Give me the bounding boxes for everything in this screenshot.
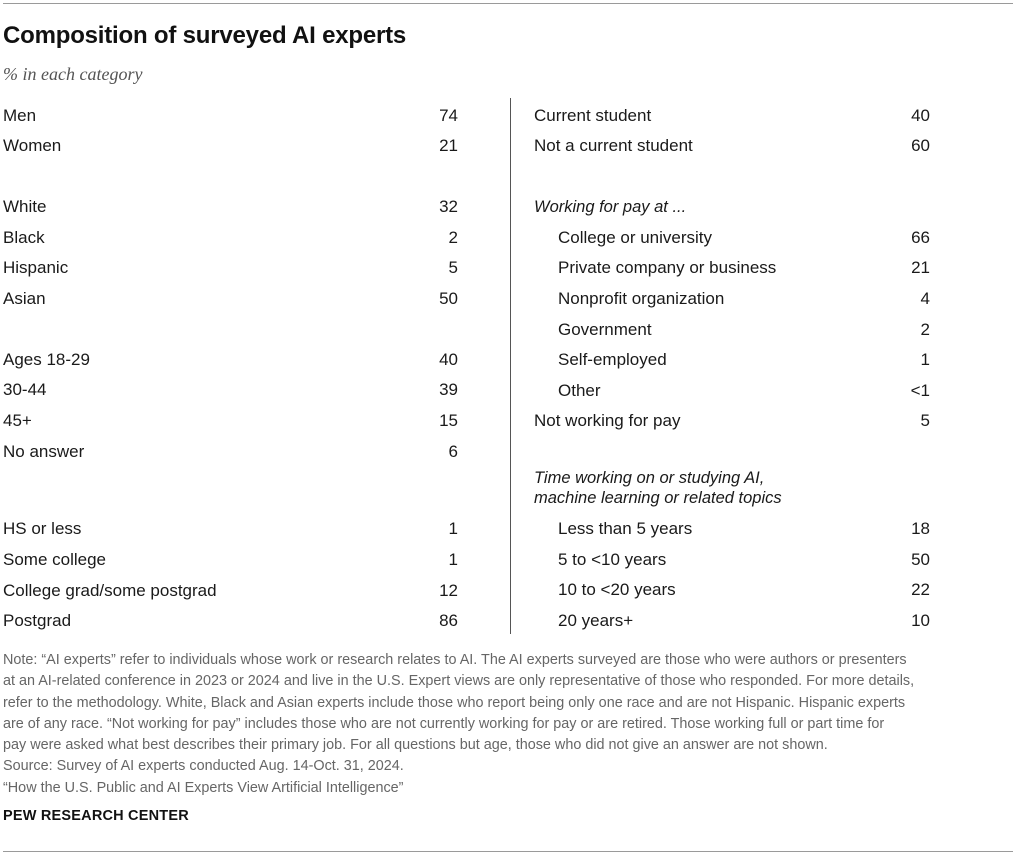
row-label: Private company or business — [558, 258, 777, 277]
row-value: 86 — [439, 611, 458, 630]
row-label: 5 to <10 years — [558, 550, 667, 569]
row-value: 10 — [911, 611, 930, 630]
row-label: No answer — [3, 442, 85, 461]
row-value: 50 — [911, 550, 930, 569]
row-label: Current student — [534, 106, 652, 125]
row-label: 10 to <20 years — [558, 580, 676, 599]
row-label: Not a current student — [534, 136, 693, 155]
row-label: 45+ — [3, 411, 32, 430]
row-label: Ages 18-29 — [3, 350, 90, 369]
row-label: Other — [558, 381, 601, 400]
row-label: Self-employed — [558, 350, 667, 369]
row-label: 30-44 — [3, 380, 47, 399]
notes: Note: “AI experts” refer to individuals … — [3, 650, 1018, 799]
row-value: 32 — [439, 197, 458, 216]
row-label: Hispanic — [3, 258, 69, 277]
row-label: College grad/some postgrad — [3, 581, 217, 600]
chart-subtitle: % in each category — [3, 64, 143, 84]
row-label: Less than 5 years — [558, 519, 693, 538]
row-value: 21 — [439, 136, 458, 155]
note-line: are of any race. “Not working for pay” i… — [3, 715, 885, 732]
report-title-line: “How the U.S. Public and AI Experts View… — [3, 779, 404, 796]
row-label: College or university — [558, 228, 713, 247]
row-label: 20 years+ — [558, 611, 634, 630]
row-value: 15 — [439, 411, 458, 430]
top-rule — [3, 3, 1013, 4]
row-value: 4 — [920, 289, 930, 308]
row-value: 1 — [448, 550, 458, 569]
column-divider — [510, 98, 511, 634]
row-value: 5 — [920, 411, 930, 430]
row-label: Women — [3, 136, 62, 155]
row-value: 21 — [911, 258, 930, 277]
row-label: Men — [3, 106, 37, 125]
row-value: 66 — [911, 228, 930, 247]
row-value: 1 — [920, 350, 930, 369]
row-value: 40 — [439, 350, 458, 369]
row-value: 2 — [920, 320, 930, 339]
group-heading: Working for pay at ... — [534, 198, 687, 216]
row-value: 18 — [911, 519, 930, 538]
row-value: 5 — [448, 258, 458, 277]
brand-logo-text: PEW RESEARCH CENTER — [3, 808, 189, 824]
row-label: Black — [3, 228, 45, 247]
row-value: 50 — [439, 289, 458, 308]
group-heading: Time working on or studying AI, — [534, 469, 765, 487]
row-value: 6 — [448, 442, 458, 461]
note-line: Note: “AI experts” refer to individuals … — [3, 652, 907, 668]
bottom-rule — [3, 851, 1013, 852]
row-value: <1 — [910, 381, 930, 400]
row-value: 2 — [448, 228, 458, 247]
row-label: Postgrad — [3, 611, 72, 630]
note-line: pay were asked what best describes their… — [3, 737, 828, 754]
row-value: 1 — [448, 519, 458, 538]
row-label: Government — [558, 320, 652, 339]
row-value: 22 — [911, 580, 930, 599]
row-value: 39 — [439, 380, 458, 399]
row-label: Asian — [3, 289, 46, 308]
row-label: Not working for pay — [534, 411, 681, 430]
group-heading: machine learning or related topics — [534, 489, 782, 507]
source-line: Source: Survey of AI experts conducted A… — [3, 758, 404, 775]
note-line: at an AI-related conference in 2023 or 2… — [3, 673, 915, 690]
row-label: White — [3, 197, 47, 216]
row-value: 74 — [439, 106, 458, 125]
row-label: Nonprofit organization — [558, 289, 725, 308]
row-label: Some college — [3, 550, 107, 569]
row-value: 40 — [911, 106, 930, 125]
chart-title: Composition of surveyed AI experts — [3, 22, 407, 49]
note-line: refer to the methodology. White, Black a… — [3, 694, 906, 711]
row-label: HS or less — [3, 519, 82, 538]
row-value: 60 — [911, 136, 930, 155]
row-value: 12 — [439, 581, 458, 600]
